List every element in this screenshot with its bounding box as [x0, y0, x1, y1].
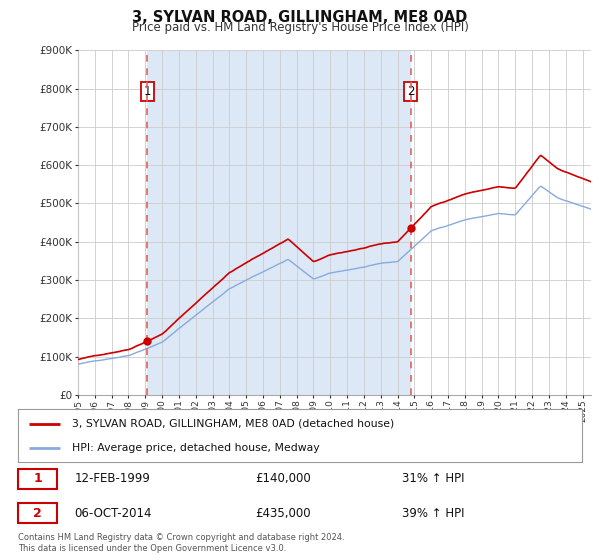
Text: 12-FEB-1999: 12-FEB-1999	[74, 473, 150, 486]
Text: 2: 2	[407, 85, 414, 98]
Text: 1: 1	[143, 85, 151, 98]
Text: 1: 1	[34, 473, 42, 486]
Text: 39% ↑ HPI: 39% ↑ HPI	[401, 507, 464, 520]
FancyBboxPatch shape	[18, 469, 58, 489]
Text: 06-OCT-2014: 06-OCT-2014	[74, 507, 152, 520]
Text: 2: 2	[34, 507, 42, 520]
FancyBboxPatch shape	[18, 503, 58, 524]
Text: £140,000: £140,000	[255, 473, 311, 486]
Text: 3, SYLVAN ROAD, GILLINGHAM, ME8 0AD (detached house): 3, SYLVAN ROAD, GILLINGHAM, ME8 0AD (det…	[71, 419, 394, 429]
Text: Contains HM Land Registry data © Crown copyright and database right 2024.
This d: Contains HM Land Registry data © Crown c…	[18, 533, 344, 553]
Text: 31% ↑ HPI: 31% ↑ HPI	[401, 473, 464, 486]
Bar	[147, 50, 410, 395]
Text: Price paid vs. HM Land Registry's House Price Index (HPI): Price paid vs. HM Land Registry's House …	[131, 21, 469, 34]
Text: HPI: Average price, detached house, Medway: HPI: Average price, detached house, Medw…	[71, 443, 319, 453]
Text: £435,000: £435,000	[255, 507, 311, 520]
Text: 3, SYLVAN ROAD, GILLINGHAM, ME8 0AD: 3, SYLVAN ROAD, GILLINGHAM, ME8 0AD	[133, 10, 467, 25]
